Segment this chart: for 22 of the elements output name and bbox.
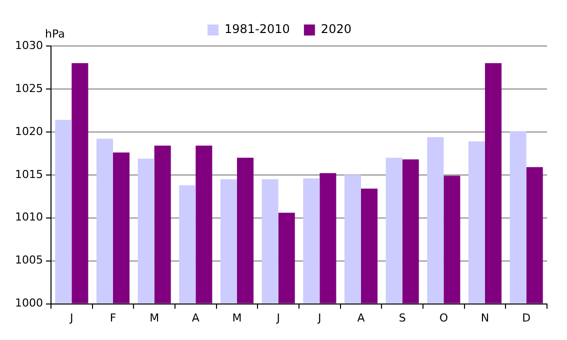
y-tick-label: 1005: [14, 254, 43, 267]
y-tick-label: 1010: [14, 210, 43, 224]
x-tick-label: J: [69, 311, 74, 324]
x-tick-label: O: [439, 311, 448, 324]
x-tick-label: F: [110, 311, 116, 324]
y-tick-label: 1020: [14, 124, 43, 138]
y-tick-label: 1015: [14, 168, 43, 181]
legend-label: 1981-2010: [224, 22, 290, 36]
y-axis-title: hPa: [44, 27, 65, 40]
x-tick-label: N: [480, 311, 490, 324]
y-tick-label: 1000: [14, 296, 43, 310]
x-tick-label: A: [192, 311, 200, 324]
x-tick-label: A: [357, 311, 366, 324]
y-tick-label: 1030: [14, 38, 43, 52]
x-tick-label: S: [398, 311, 406, 324]
x-tick-label: J: [317, 311, 322, 324]
x-tick-label: M: [232, 311, 242, 324]
x-tick-label: D: [522, 311, 531, 324]
y-tick-label: 1025: [14, 82, 43, 95]
x-tick-label: J: [276, 311, 280, 324]
x-tick-label: M: [150, 311, 160, 324]
legend-label: 2020: [320, 22, 352, 36]
